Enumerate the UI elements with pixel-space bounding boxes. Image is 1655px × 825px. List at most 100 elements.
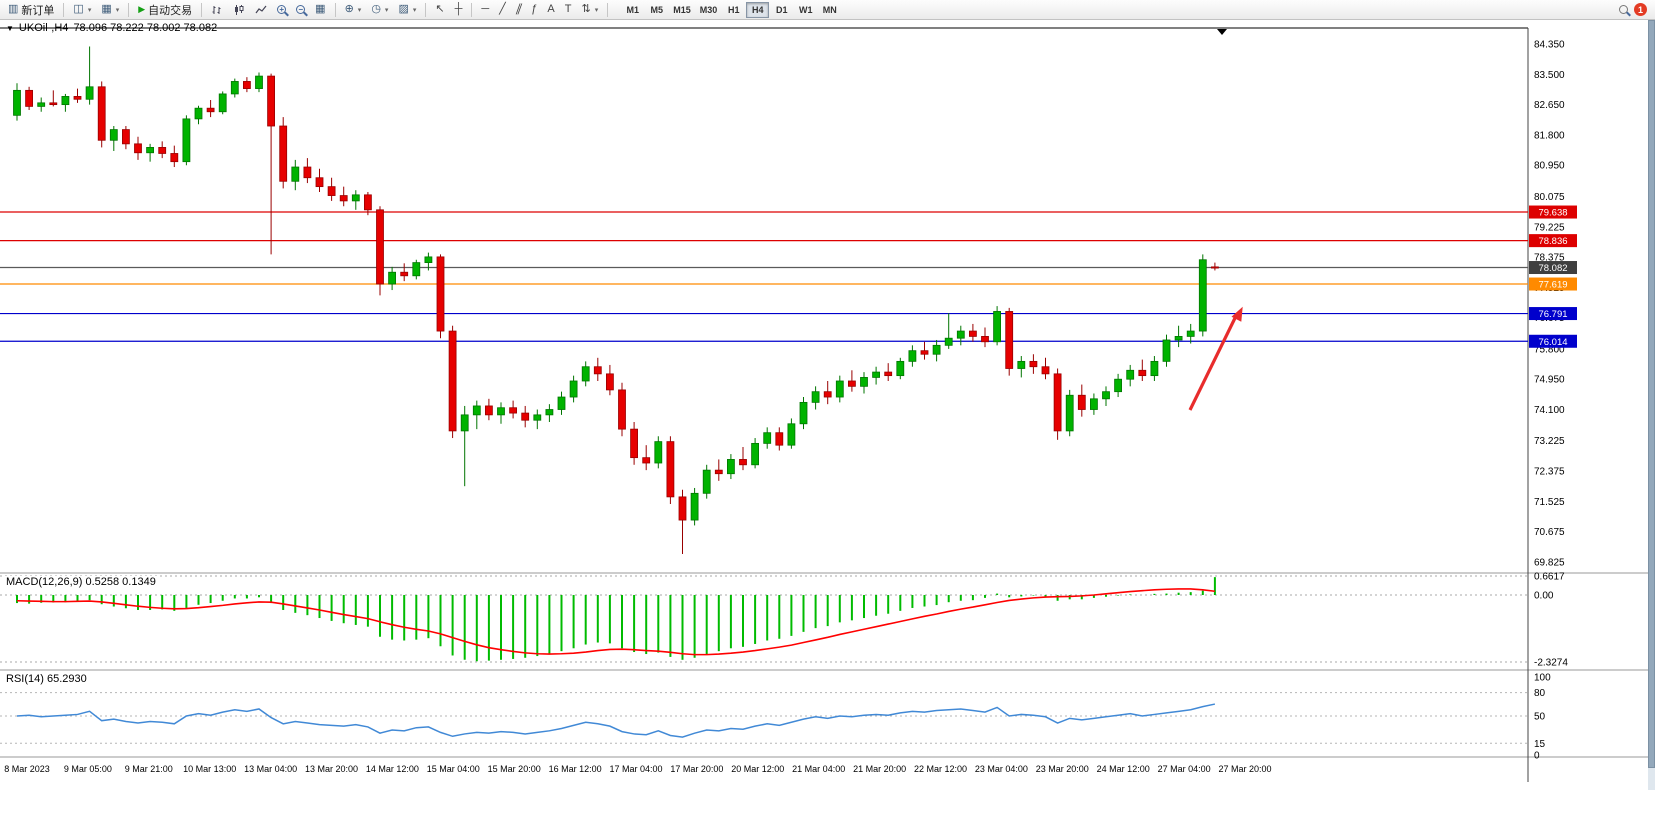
collapse-triangle-icon[interactable]: ▼ <box>6 23 14 33</box>
vertical-scrollbar[interactable] <box>1648 20 1655 790</box>
timeframe-button-mn[interactable]: MN <box>818 2 841 18</box>
clock-icon: ◷ <box>371 3 381 15</box>
svg-text:100: 100 <box>1534 673 1551 684</box>
bar-chart-button[interactable] <box>207 1 227 19</box>
cursor-button[interactable]: ↖ <box>431 1 448 19</box>
svg-text:80.075: 80.075 <box>1534 192 1565 203</box>
svg-text:23 Mar 20:00: 23 Mar 20:00 <box>1036 764 1089 774</box>
chart-header: ▼ UKOil-,H4 78.096 78.222 78.002 78.082 <box>4 22 219 34</box>
svg-text:0: 0 <box>1534 751 1540 762</box>
profiles-button[interactable]: ▦ ▾ <box>97 1 123 19</box>
text-tool-button[interactable]: A <box>543 1 558 19</box>
auto-trading-button[interactable]: ▶ 自动交易 <box>134 1 196 19</box>
svg-text:0.6617: 0.6617 <box>1534 571 1565 582</box>
line-chart-button[interactable] <box>251 1 271 19</box>
channel-tool-button[interactable]: ∥ <box>512 1 526 19</box>
new-chart-button[interactable]: ◫ ▾ <box>69 1 95 19</box>
new-order-icon: ▥ <box>8 3 19 15</box>
chart-window: 84.350 83.500 82.650 81.800 80.950 80.075 79.2… <box>0 20 1655 825</box>
svg-text:80: 80 <box>1534 688 1546 699</box>
svg-text:10 Mar 13:00: 10 Mar 13:00 <box>183 764 236 774</box>
periods-button[interactable]: ◷ ▾ <box>367 1 392 19</box>
svg-text:81.800: 81.800 <box>1534 130 1565 141</box>
svg-text:16 Mar 12:00: 16 Mar 12:00 <box>549 764 602 774</box>
svg-text:78.836: 78.836 <box>1538 236 1567 247</box>
svg-text:15 Mar 04:00: 15 Mar 04:00 <box>427 764 480 774</box>
indicators-icon: ⊕ <box>344 3 354 15</box>
svg-text:69.825: 69.825 <box>1534 557 1565 568</box>
zoom-in-button[interactable]: + <box>273 1 290 19</box>
notification-badge[interactable]: 1 <box>1634 3 1647 16</box>
price-level-lines <box>0 211 1528 342</box>
cursor-icon: ↖ <box>435 3 445 15</box>
timeframe-button-h4[interactable]: H4 <box>746 1 770 18</box>
svg-text:0.00: 0.00 <box>1534 591 1554 602</box>
toolbar-separator <box>334 2 336 17</box>
toolbar-separator <box>471 2 473 17</box>
svg-text:77.619: 77.619 <box>1538 280 1567 291</box>
timeframe-button-m1[interactable]: M1 <box>621 2 644 18</box>
svg-text:84.350: 84.350 <box>1534 40 1565 51</box>
templates-button[interactable]: ▨ ▾ <box>394 1 420 19</box>
svg-text:9 Mar 21:00: 9 Mar 21:00 <box>125 764 173 774</box>
fibonacci-icon: ƒ <box>531 3 538 15</box>
chevron-down-icon: ▾ <box>594 6 599 14</box>
symbol-ohlc: 78.096 78.222 78.002 78.082 <box>73 22 218 34</box>
templates-icon: ▨ <box>398 3 409 15</box>
search-button[interactable] <box>1615 1 1632 19</box>
crosshair-button[interactable]: ┼ <box>451 1 467 19</box>
svg-text:78.082: 78.082 <box>1538 263 1567 274</box>
shapes-tool-button[interactable]: ⇅ ▾ <box>578 1 603 19</box>
svg-text:15: 15 <box>1534 739 1546 750</box>
trend-arrow-annotation[interactable] <box>1188 306 1243 411</box>
candlestick-series <box>13 46 1219 554</box>
timeframe-button-m15[interactable]: M15 <box>669 2 695 18</box>
chevron-down-icon: ▾ <box>384 6 389 14</box>
new-order-button[interactable]: ▥ 新订单 <box>4 1 58 19</box>
timeframe-button-m5[interactable]: M5 <box>645 2 668 18</box>
price-axis: 84.350 83.500 82.650 81.800 80.950 80.075 79.2… <box>1534 40 1565 569</box>
line-chart-icon <box>255 5 267 13</box>
price-level-badges: 79.638 78.836 78.082 77.619 76.791 76.014 <box>1529 205 1577 348</box>
auto-trading-label: 自动交易 <box>148 4 193 17</box>
zoom-out-button[interactable]: − <box>292 1 309 19</box>
timeframe-button-m30[interactable]: M30 <box>696 2 722 18</box>
shift-marker-icon <box>1217 29 1227 35</box>
svg-text:15 Mar 20:00: 15 Mar 20:00 <box>488 764 541 774</box>
svg-text:73.225: 73.225 <box>1534 436 1565 447</box>
horizontal-line-tool-button[interactable]: ─ <box>477 1 493 19</box>
svg-text:75.800: 75.800 <box>1534 344 1565 355</box>
toolbar-separator <box>201 2 203 17</box>
svg-text:14 Mar 12:00: 14 Mar 12:00 <box>366 764 419 774</box>
zoom-in-icon: + <box>277 5 287 14</box>
symbol-title: UKOil-,H4 <box>18 22 69 34</box>
rsi-line <box>16 703 1216 738</box>
chevron-down-icon: ▾ <box>115 6 120 14</box>
timeframe-button-d1[interactable]: D1 <box>770 2 793 18</box>
channel-icon: ∥ <box>513 3 524 15</box>
fibonacci-tool-button[interactable]: ƒ <box>527 1 541 19</box>
timeframe-button-h1[interactable]: H1 <box>722 2 745 18</box>
svg-text:83.500: 83.500 <box>1534 70 1565 81</box>
indicators-button[interactable]: ⊕ ▾ <box>341 1 366 19</box>
scrollbar-thumb[interactable] <box>1648 20 1655 768</box>
svg-text:22 Mar 12:00: 22 Mar 12:00 <box>914 764 967 774</box>
svg-text:50: 50 <box>1534 712 1546 723</box>
profiles-icon: ▦ <box>101 3 112 15</box>
trendline-tool-button[interactable]: ╱ <box>495 1 510 19</box>
zoom-out-icon: − <box>296 5 306 14</box>
candlestick-chart-button[interactable] <box>229 1 249 19</box>
chart-area[interactable]: 84.350 83.500 82.650 81.800 80.950 80.075 79.2… <box>0 20 1655 825</box>
svg-text:17 Mar 04:00: 17 Mar 04:00 <box>609 764 662 774</box>
macd-signal-line <box>16 588 1215 656</box>
tile-windows-button[interactable]: ▦ <box>311 1 329 19</box>
new-chart-icon: ◫ <box>73 3 84 15</box>
chart-frame <box>0 27 1655 782</box>
timeframe-button-w1[interactable]: W1 <box>794 2 817 18</box>
label-tool-button[interactable]: T <box>561 1 576 19</box>
svg-text:79.638: 79.638 <box>1538 208 1567 219</box>
toolbar-separator <box>63 2 65 17</box>
toolbar: ▥ 新订单 ◫ ▾ ▦ ▾ ▶ 自动交易 + − ▦ <box>0 0 1655 20</box>
macd-panel: 0.6617 0.00 -2.3274 <box>0 571 1568 669</box>
svg-text:70.675: 70.675 <box>1534 527 1565 538</box>
